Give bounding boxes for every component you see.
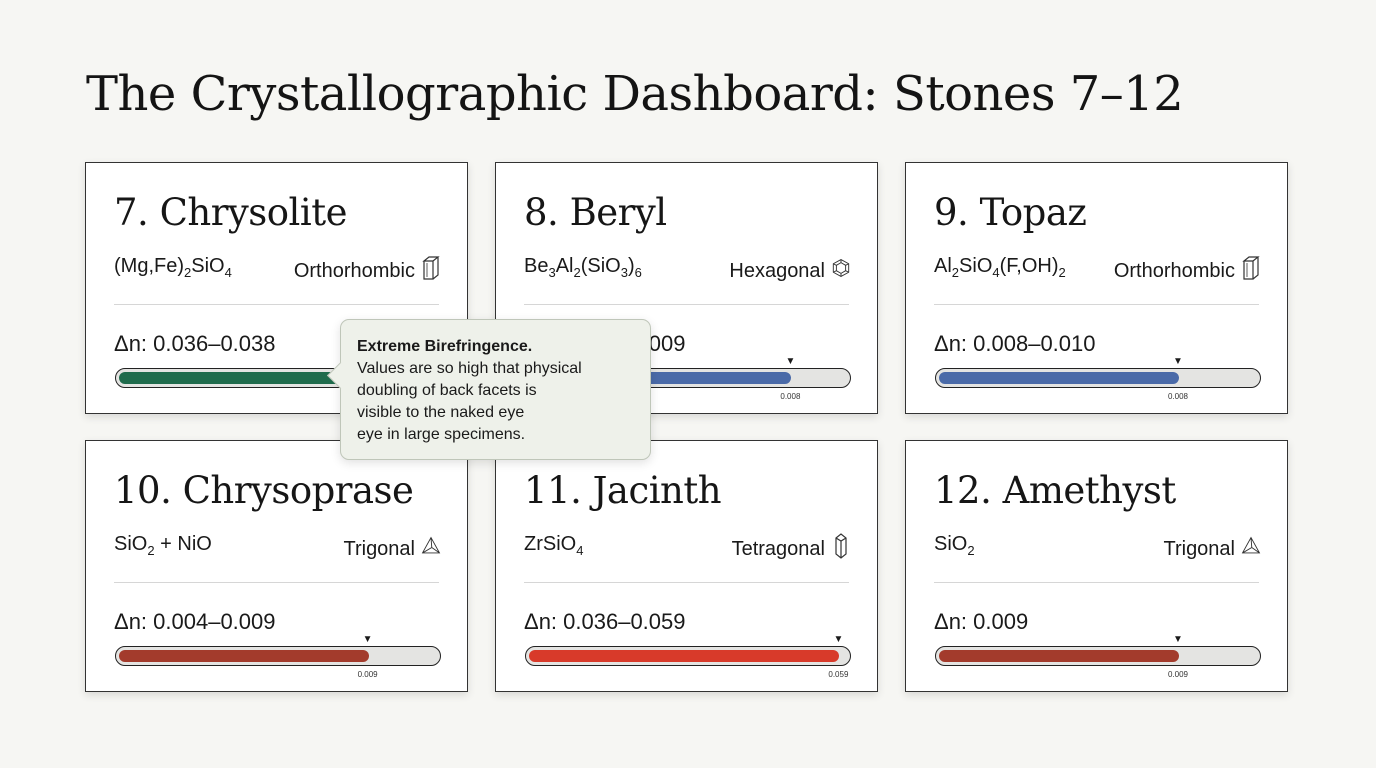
orthorhombic-prism-icon (1241, 255, 1261, 287)
orthorhombic-prism-icon (421, 255, 441, 287)
divider (934, 304, 1259, 305)
page-title: The Crystallographic Dashboard: Stones 7… (86, 66, 1184, 122)
birefringence-bar (525, 646, 851, 666)
birefringence-bar (935, 368, 1261, 388)
chemical-formula: SiO2 + NiO (114, 533, 212, 558)
marker-triangle-icon: ▼ (1173, 356, 1183, 367)
stone-card[interactable]: 11. Jacinth ZrSiO4 Tetragonal Δn: 0.036–… (495, 440, 878, 692)
stone-card[interactable]: 9. Topaz Al2SiO4(F,OH)2 Orthorhombic Δn:… (905, 162, 1288, 414)
marker-label: 0.009 (1167, 670, 1189, 679)
tooltip-line: Values are so high that physical (357, 360, 582, 377)
marker-label: 0.059 (828, 670, 849, 679)
crystal-system-label: Trigonal (1163, 537, 1235, 560)
divider (524, 304, 849, 305)
birefringence-value: Δn: 0.009 (934, 609, 1029, 634)
birefringence-value: Δn: 0.008–0.010 (934, 331, 1096, 356)
chemical-formula: ZrSiO4 (524, 533, 584, 558)
crystal-system-label: Orthorhombic (1113, 259, 1235, 282)
chemical-formula: SiO2 (934, 533, 975, 558)
crystal-system: Orthorhombic (1114, 255, 1261, 287)
stone-title: 8. Beryl (524, 191, 667, 234)
bar-fill (939, 650, 1179, 662)
birefringence-bar (935, 646, 1261, 666)
chemical-formula: Al2SiO4(F,OH)2 (934, 255, 1066, 280)
marker-label: 0.009 (357, 670, 378, 679)
divider (934, 582, 1259, 583)
crystal-system: Tetragonal (732, 533, 851, 565)
stone-title: 7. Chrysolite (114, 191, 348, 234)
stone-title: 10. Chrysoprase (114, 469, 414, 512)
birefringence-bar (115, 646, 441, 666)
stone-title: 9. Topaz (934, 191, 1087, 234)
marker-triangle-icon: ▼ (785, 356, 796, 367)
bar-fill (939, 372, 1179, 384)
trigonal-pyramid-icon (421, 533, 441, 565)
crystal-system: Orthorhombic (294, 255, 441, 287)
marker-triangle-icon: ▼ (1173, 634, 1183, 645)
tooltip-heading: Extreme Birefringence. (357, 338, 533, 355)
bar-fill (119, 650, 369, 662)
marker-triangle-icon: ▼ (362, 634, 373, 645)
crystal-system: Hexagonal (729, 255, 851, 287)
marker-label: 0.008 (780, 392, 801, 401)
birefringence-tooltip: Extreme Birefringence. Values are so hig… (327, 319, 651, 460)
crystal-system: Trigonal (1163, 533, 1261, 565)
tooltip-line: doubling of back facets is (357, 382, 537, 399)
marker-triangle-icon: ▼ (833, 634, 844, 645)
chemical-formula: (Mg,Fe)2SiO4 (114, 255, 232, 280)
stone-card[interactable]: 12. Amethyst SiO2 Trigonal Δn: 0.009 ▼ 0… (905, 440, 1288, 692)
divider (114, 582, 439, 583)
birefringence-value: Δn: 0.036–0.059 (524, 609, 686, 634)
tooltip-line: eye in large specimens. (357, 426, 526, 443)
hexagonal-crystal-icon (831, 255, 851, 287)
chemical-formula: Be3Al2(SiO3)6 (524, 255, 642, 280)
crystal-system-label: Orthorhombic (293, 259, 415, 282)
tetragonal-prism-icon (831, 533, 851, 565)
birefringence-value: Δn: 0.004–0.009 (114, 609, 276, 634)
crystal-system-label: Trigonal (343, 537, 415, 560)
tooltip-line: visible to the naked eye (357, 404, 525, 421)
crystal-system: Trigonal (343, 533, 441, 565)
crystal-system-label: Hexagonal (729, 259, 825, 282)
bar-fill (529, 650, 840, 662)
trigonal-pyramid-icon (1241, 533, 1261, 565)
stone-title: 11. Jacinth (524, 469, 722, 512)
crystal-system-label: Tetragonal (731, 537, 825, 560)
stone-title: 12. Amethyst (934, 469, 1176, 512)
divider (524, 582, 849, 583)
divider (114, 304, 439, 305)
birefringence-value: Δn: 0.036–0.038 (114, 331, 276, 356)
stone-card[interactable]: 10. Chrysoprase SiO2 + NiO Trigonal Δn: … (85, 440, 468, 692)
marker-label: 0.008 (1167, 392, 1189, 401)
